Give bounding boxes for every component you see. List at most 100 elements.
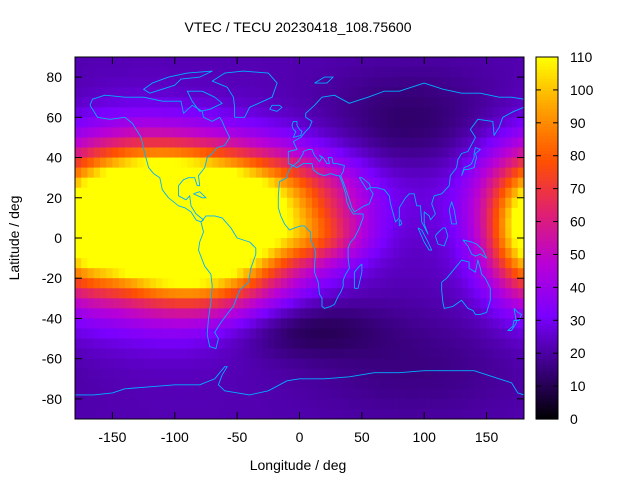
- heatmap-cell: [149, 147, 157, 159]
- heatmap-cell: [224, 227, 232, 239]
- heatmap-cell: [137, 187, 145, 199]
- heatmap-cell: [411, 388, 419, 400]
- heatmap-cell: [149, 358, 157, 370]
- heatmap-cell: [106, 207, 114, 219]
- heatmap-cell: [112, 77, 120, 88]
- heatmap-cell: [330, 358, 338, 370]
- heatmap-cell: [368, 167, 375, 179]
- colorbar-step: [536, 316, 558, 321]
- heatmap-cell: [174, 248, 182, 259]
- heatmap-cell: [143, 207, 151, 219]
- colorbar-step: [536, 228, 558, 233]
- heatmap-cell: [118, 408, 126, 419]
- heatmap-cell: [299, 238, 307, 249]
- heatmap-cell: [505, 238, 513, 249]
- heatmap-cell: [449, 238, 457, 249]
- heatmap-cell: [280, 207, 288, 219]
- colorbar-tick-label: 10: [570, 378, 586, 394]
- heatmap-cell: [355, 217, 363, 229]
- heatmap-cell: [212, 147, 220, 159]
- heatmap-cell: [405, 227, 413, 239]
- heatmap-cell: [380, 398, 388, 410]
- heatmap-cell: [311, 227, 319, 239]
- colorbar-step: [536, 346, 558, 351]
- heatmap-cell: [467, 57, 475, 68]
- heatmap-cell: [368, 157, 375, 169]
- heatmap-cell: [517, 177, 524, 189]
- heatmap-cell: [181, 137, 188, 149]
- heatmap-cell: [287, 288, 294, 299]
- heatmap-cell: [455, 248, 463, 259]
- heatmap-cell: [193, 217, 201, 229]
- heatmap-cell: [511, 87, 519, 98]
- heatmap-cell: [417, 67, 425, 78]
- heatmap-cell: [330, 57, 338, 68]
- heatmap-cell: [449, 268, 457, 279]
- heatmap-cell: [467, 97, 475, 108]
- heatmap-cell: [336, 388, 344, 400]
- heatmap-cell: [480, 238, 488, 249]
- heatmap-cell: [336, 97, 344, 108]
- heatmap-cell: [293, 137, 301, 149]
- heatmap-cell: [181, 147, 188, 159]
- heatmap-cell: [268, 408, 276, 419]
- heatmap-cell: [424, 408, 432, 419]
- heatmap-cell: [430, 358, 438, 370]
- heatmap-cell: [299, 57, 307, 68]
- heatmap-cell: [249, 177, 257, 189]
- coast-new-zealand: [507, 308, 522, 331]
- colorbar-step: [536, 367, 558, 372]
- coast-arctic-islands: [143, 70, 213, 94]
- heatmap-cell: [106, 398, 114, 410]
- heatmap-cell: [249, 318, 257, 330]
- heatmap-cell: [492, 207, 500, 219]
- heatmap-cell: [343, 388, 350, 400]
- heatmap-cell: [336, 217, 344, 229]
- heatmap-cell: [81, 398, 89, 410]
- heatmap-cell: [287, 77, 294, 88]
- heatmap-cell: [280, 107, 288, 118]
- heatmap-cell: [274, 388, 282, 400]
- coast-antarctica: [75, 366, 524, 396]
- heatmap-cell: [87, 358, 95, 370]
- heatmap-cell: [149, 298, 157, 309]
- heatmap-cell: [262, 308, 269, 320]
- heatmap-cell: [311, 117, 319, 128]
- heatmap-cell: [411, 368, 419, 380]
- heatmap-cell: [486, 398, 494, 410]
- heatmap-cell: [81, 117, 89, 128]
- heatmap-cell: [449, 87, 457, 98]
- heatmap-cell: [75, 278, 82, 289]
- heatmap-cell: [287, 248, 294, 259]
- heatmap-cell: [318, 157, 326, 169]
- heatmap-cell: [255, 77, 263, 88]
- heatmap-cell: [287, 97, 294, 108]
- heatmap-cell: [386, 288, 394, 299]
- heatmap-cell: [199, 87, 207, 98]
- heatmap-cell: [249, 197, 257, 209]
- heatmap-cell: [492, 288, 500, 299]
- heatmap-cell: [505, 177, 513, 189]
- heatmap-cell: [112, 207, 120, 219]
- coast-svalbard: [314, 76, 334, 84]
- heatmap-cell: [149, 388, 157, 400]
- heatmap-cell: [318, 57, 326, 68]
- heatmap-cell: [199, 57, 207, 68]
- heatmap-cell: [268, 87, 276, 98]
- heatmap-cell: [224, 358, 232, 370]
- heatmap-cell: [205, 77, 213, 88]
- heatmap-cell: [393, 97, 400, 108]
- heatmap-cell: [99, 67, 107, 78]
- heatmap-cell: [442, 197, 450, 209]
- heatmap-cell: [299, 137, 307, 149]
- heatmap-cell: [343, 368, 350, 380]
- heatmap-cell: [505, 288, 513, 299]
- heatmap-cell: [442, 398, 450, 410]
- heatmap-cell: [417, 258, 425, 269]
- heatmap-cell: [486, 137, 494, 149]
- heatmap-cell: [230, 157, 238, 169]
- heatmap-cell: [442, 57, 450, 68]
- heatmap-cell: [424, 298, 432, 309]
- heatmap-cell: [268, 248, 276, 259]
